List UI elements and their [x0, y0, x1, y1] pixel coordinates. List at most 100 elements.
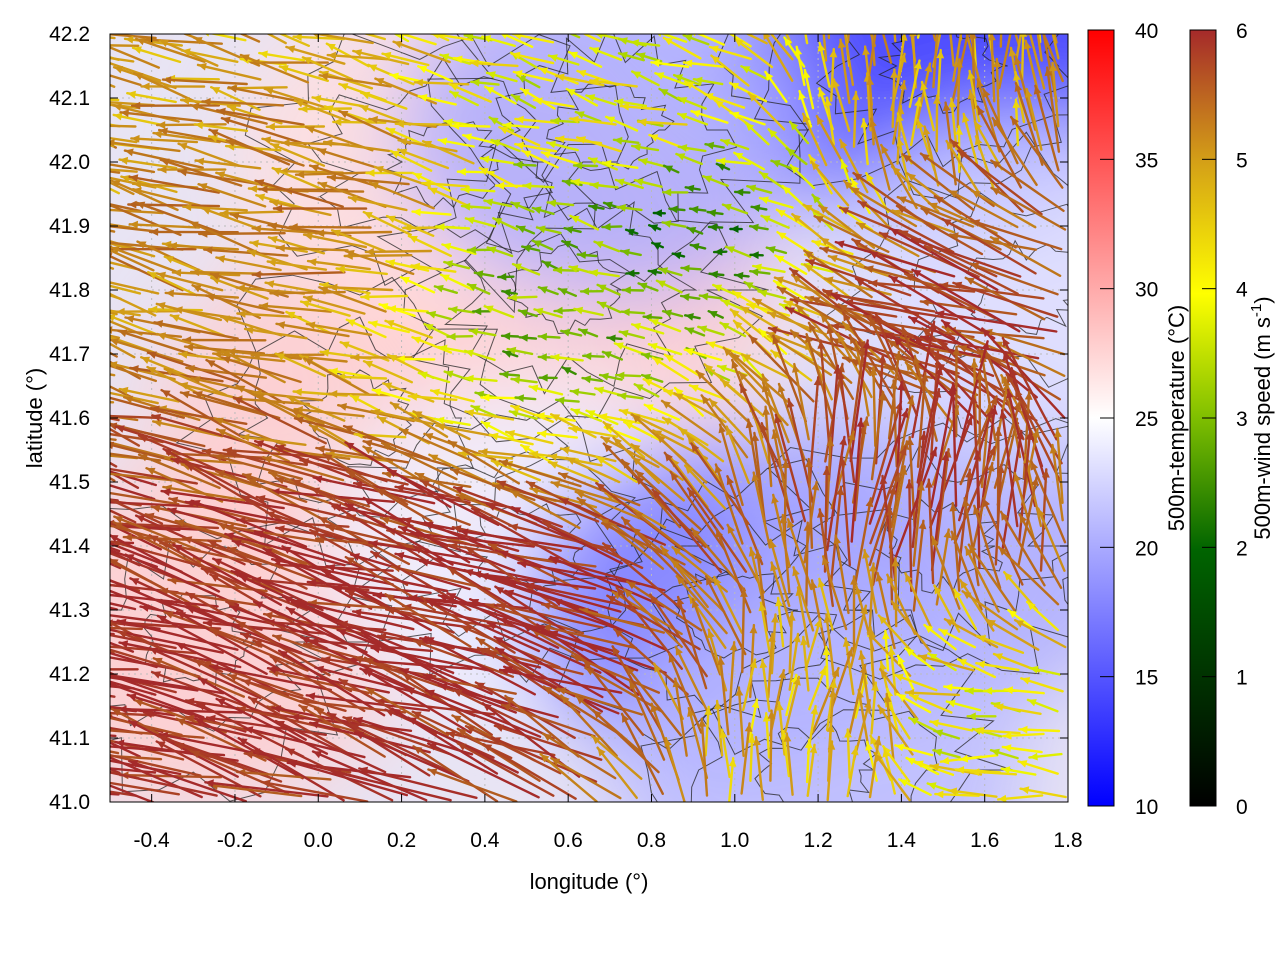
- wind-vector-head: [50, 395, 59, 402]
- wind-vector-head: [534, 97, 543, 106]
- wind-vector-shaft: [118, 387, 180, 403]
- wind-vector-shaft: [258, 304, 332, 313]
- wind-vector-shaft: [110, 523, 163, 551]
- wind-vector-head: [595, 386, 605, 395]
- wind-vector-shaft: [110, 522, 114, 526]
- wind-vector-head: [469, 328, 479, 336]
- wind-vector-head: [897, 381, 906, 391]
- wind-vector-shaft: [208, 665, 332, 692]
- wind-vector-head: [905, 573, 913, 583]
- wind-vector-head: [110, 326, 113, 334]
- wind-vector-shaft: [1010, 366, 1047, 481]
- wind-vector-head: [726, 246, 735, 254]
- wind-vector-shaft: [1013, 619, 1067, 649]
- wind-vector-head: [123, 533, 133, 542]
- wind-vector-head: [1004, 686, 1013, 695]
- wind-vector-head: [718, 19, 727, 26]
- wind-vector-head: [821, 556, 830, 566]
- wind-vector-head: [688, 488, 697, 498]
- wind-vector-shaft: [843, 34, 855, 87]
- wind-vector-head: [685, 327, 695, 335]
- wind-vector-head: [866, 76, 874, 86]
- wind-vector-head: [949, 383, 958, 392]
- wind-vector-head: [613, 136, 623, 145]
- wind-vector-head: [192, 285, 202, 293]
- wind-vector-head: [837, 371, 846, 380]
- wind-vector-head: [616, 587, 625, 597]
- wind-vector-head: [961, 18, 969, 27]
- wind-vector-head: [191, 500, 201, 508]
- wind-vector-head: [663, 309, 672, 318]
- wind-vector-head: [826, 723, 835, 733]
- wind-vector-head: [489, 117, 499, 125]
- wind-vector-head: [985, 350, 993, 360]
- wind-vector-head: [270, 656, 280, 664]
- wind-vector-shaft: [328, 501, 431, 564]
- wind-vector-head: [888, 486, 897, 495]
- wind-vector-head: [41, 316, 50, 323]
- wind-vector-head: [75, 520, 83, 528]
- wind-vector-head: [366, 169, 375, 177]
- wind-vector-shaft: [145, 467, 224, 503]
- wind-vector-head: [793, 676, 801, 686]
- wind-vector-shaft: [791, 273, 851, 320]
- wind-vector-shaft: [425, 599, 541, 653]
- wind-vector-head: [64, 750, 72, 758]
- wind-vector-shaft: [830, 47, 835, 102]
- wind-vector-head: [690, 243, 700, 251]
- wind-vector-head: [854, 586, 863, 595]
- wind-vector-head: [897, 694, 907, 702]
- wind-vector-head: [139, 454, 149, 462]
- wind-vector-head: [556, 135, 565, 143]
- wind-vector-head: [22, 609, 31, 616]
- wind-vector-shaft: [911, 268, 1021, 333]
- wind-vector-shaft: [110, 284, 142, 295]
- wind-vector-head: [529, 450, 539, 459]
- wind-vector-head: [140, 604, 150, 612]
- contour-line: [427, 34, 809, 283]
- wind-vector-head: [150, 228, 159, 236]
- wind-vector-shaft: [896, 104, 903, 165]
- wind-vector-shaft: [819, 339, 831, 446]
- wind-vector-shaft: [211, 352, 286, 363]
- wind-vector-shaft: [427, 742, 540, 799]
- wind-vector-head: [353, 49, 363, 57]
- wind-vector-shaft: [302, 233, 367, 249]
- wind-vector-head: [171, 457, 181, 465]
- wind-vector-head: [676, 576, 685, 585]
- wind-vector-shaft: [957, 344, 1046, 377]
- wind-vector-head: [264, 87, 274, 95]
- wind-vector-shaft: [870, 681, 877, 735]
- wind-vector-head: [411, 262, 421, 271]
- wind-vector-shaft: [952, 34, 963, 82]
- wind-vector-head: [824, 97, 832, 107]
- wind-vector-head: [514, 160, 523, 169]
- wind-vector-shaft: [834, 534, 850, 615]
- wind-vector-head: [447, 332, 456, 341]
- wind-vector-head: [294, 100, 304, 108]
- wind-vector-head: [148, 272, 158, 280]
- wind-vector-head: [636, 52, 646, 60]
- wind-vector-head: [741, 66, 751, 74]
- wind-vector-head: [408, 236, 418, 243]
- wind-vector-shaft: [215, 256, 282, 272]
- wind-vector-head: [319, 286, 329, 294]
- wind-vector-shaft: [961, 590, 1019, 631]
- wind-vector-head: [0, 675, 6, 683]
- wind-vector-head: [842, 322, 852, 331]
- wind-vector-shaft: [349, 723, 457, 776]
- wind-vector-head: [436, 423, 445, 431]
- wind-vector-shaft: [200, 206, 262, 231]
- wind-vector-head: [920, 153, 930, 162]
- wind-vector-head: [601, 437, 611, 445]
- wind-vector-shaft: [110, 342, 136, 359]
- wind-vector-shaft: [496, 480, 600, 523]
- wind-vector-head: [101, 59, 110, 66]
- wind-vector-shaft: [929, 415, 973, 529]
- wind-vector-shaft: [737, 686, 745, 757]
- wind-vector-head: [153, 657, 163, 666]
- wind-vector-head: [348, 195, 358, 203]
- wind-vector-shaft: [560, 694, 618, 757]
- wind-vector-head: [718, 424, 726, 434]
- wind-vector-head: [282, 546, 292, 554]
